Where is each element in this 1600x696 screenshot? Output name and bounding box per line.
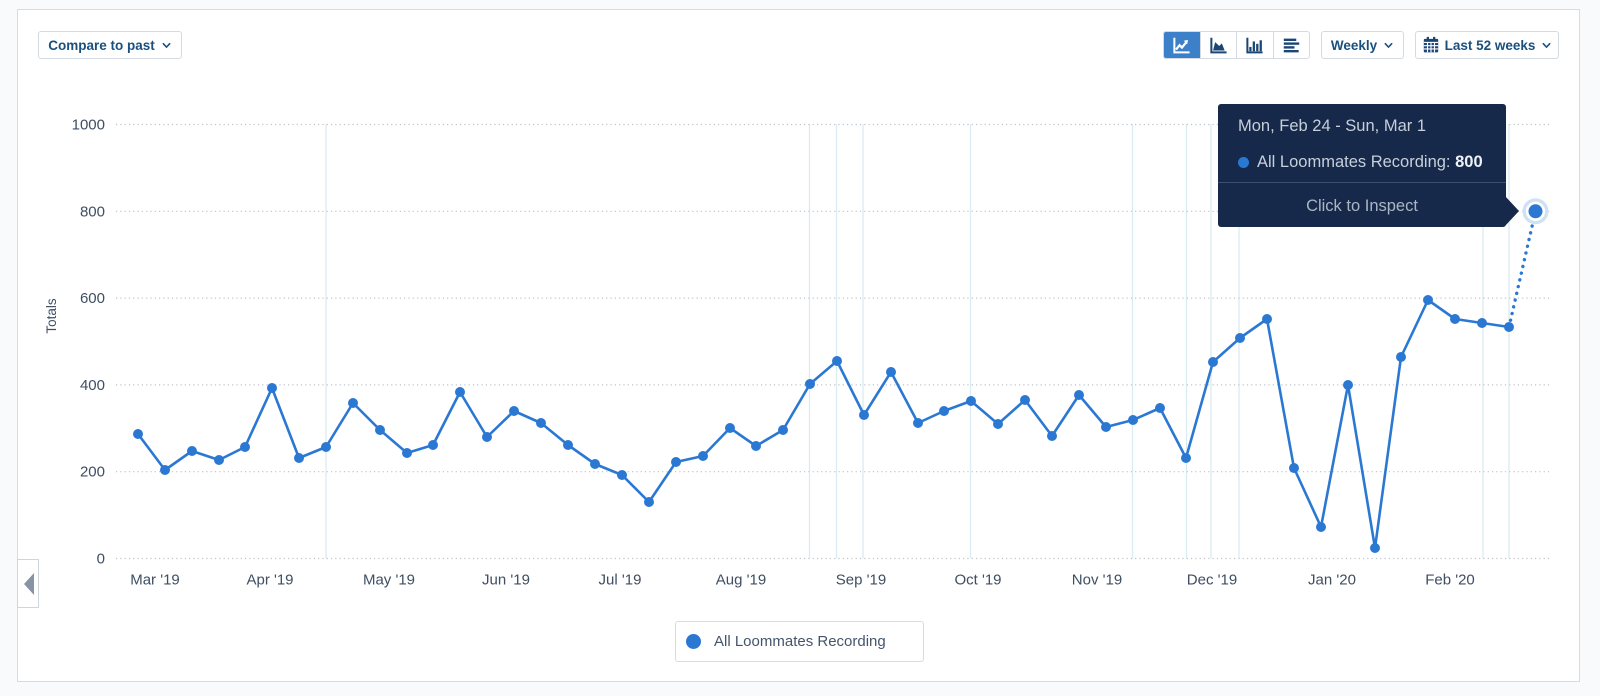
svg-text:1000: 1000	[72, 117, 105, 134]
svg-text:Nov '19: Nov '19	[1072, 572, 1122, 589]
svg-text:Apr '19: Apr '19	[246, 572, 293, 589]
svg-text:Oct '19: Oct '19	[954, 572, 1001, 589]
svg-text:Sep '19: Sep '19	[836, 572, 886, 589]
svg-text:Jul '19: Jul '19	[599, 572, 642, 589]
svg-text:600: 600	[80, 290, 105, 307]
svg-text:Dec '19: Dec '19	[1187, 572, 1237, 589]
svg-text:800: 800	[80, 203, 105, 220]
svg-text:Mar '19: Mar '19	[130, 572, 180, 589]
svg-text:Jan '20: Jan '20	[1308, 572, 1356, 589]
svg-text:Feb '20: Feb '20	[1425, 572, 1475, 589]
svg-text:Jun '19: Jun '19	[482, 572, 530, 589]
svg-text:400: 400	[80, 377, 105, 394]
svg-text:Totals: Totals	[44, 298, 59, 334]
svg-text:May '19: May '19	[363, 572, 415, 589]
svg-text:Aug '19: Aug '19	[716, 572, 766, 589]
svg-text:0: 0	[97, 551, 105, 568]
svg-text:200: 200	[80, 464, 105, 481]
